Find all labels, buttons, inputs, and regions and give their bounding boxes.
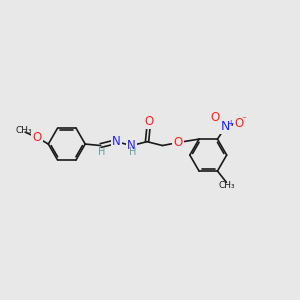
Text: N: N [112, 135, 121, 148]
Text: O: O [32, 131, 42, 144]
Text: O: O [235, 116, 244, 130]
Text: H: H [129, 147, 136, 157]
Text: N: N [221, 120, 230, 133]
Text: ⁻: ⁻ [242, 115, 247, 125]
Text: O: O [173, 136, 183, 149]
Text: N: N [127, 139, 136, 152]
Text: CH₃: CH₃ [218, 181, 235, 190]
Text: H: H [98, 147, 105, 157]
Text: CH₃: CH₃ [15, 127, 32, 136]
Text: O: O [144, 115, 153, 128]
Text: +: + [227, 119, 233, 128]
Text: O: O [211, 111, 220, 124]
